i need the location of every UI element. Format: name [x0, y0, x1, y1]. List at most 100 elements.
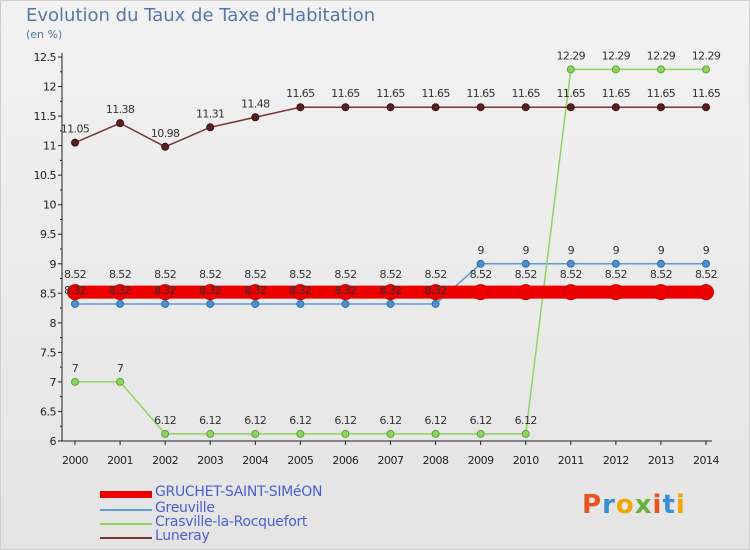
y-tick-label: 10	[43, 199, 56, 212]
series-line-crasville	[74, 68, 707, 435]
data-point-luneray	[251, 113, 260, 122]
data-point-gruchet	[337, 284, 354, 301]
data-point-luneray	[206, 123, 215, 132]
y-tick-label: 9	[50, 258, 57, 271]
y-tick-label: 12	[43, 81, 56, 94]
data-label-greuville: 9	[568, 244, 575, 257]
data-label-luneray: 11.65	[647, 87, 676, 100]
legend-swatch-crasville	[100, 523, 152, 525]
data-label-greuville: 8.32	[334, 284, 356, 297]
data-label-gruchet: 8.52	[334, 268, 356, 281]
data-label-crasville: 7	[72, 362, 79, 375]
data-point-greuville	[341, 299, 350, 308]
data-label-gruchet: 8.52	[199, 268, 221, 281]
data-point-crasville	[611, 65, 620, 74]
data-point-gruchet	[247, 284, 264, 301]
data-label-greuville: 8.32	[425, 284, 447, 297]
data-label-gruchet: 8.52	[244, 268, 266, 281]
data-point-greuville	[431, 299, 440, 308]
data-point-gruchet	[157, 284, 174, 301]
data-label-greuville: 8.32	[154, 284, 176, 297]
data-point-gruchet	[292, 284, 309, 301]
data-point-gruchet	[607, 284, 624, 301]
data-point-gruchet	[472, 284, 489, 301]
logo-letter: x	[634, 490, 653, 520]
y-tick-label: 7	[50, 376, 57, 389]
data-label-crasville: 6.12	[470, 414, 492, 427]
data-label-gruchet: 8.52	[650, 268, 672, 281]
data-point-luneray	[431, 103, 440, 112]
legend-item-crasville: Crasville-la-Rocquefort	[100, 514, 360, 531]
data-label-luneray: 11.65	[692, 87, 721, 100]
data-point-gruchet	[112, 284, 129, 301]
data-label-greuville: 9	[523, 244, 530, 257]
data-point-greuville	[296, 299, 305, 308]
data-label-gruchet: 8.52	[64, 268, 86, 281]
data-point-gruchet	[517, 284, 534, 301]
data-point-luneray	[71, 138, 79, 147]
data-label-luneray: 11.65	[466, 87, 495, 100]
data-point-gruchet	[202, 284, 219, 301]
data-label-gruchet: 8.52	[379, 268, 401, 281]
legend-swatch-greuville	[100, 509, 152, 511]
data-point-greuville	[206, 299, 215, 308]
logo-letter: P	[582, 490, 603, 520]
legend-item-luneray: Luneray	[100, 528, 360, 545]
data-point-greuville	[702, 259, 710, 268]
logo-letter: o	[615, 490, 635, 520]
data-point-gruchet	[67, 284, 83, 301]
logo-letter: t	[662, 490, 676, 520]
data-point-greuville	[476, 259, 485, 268]
data-label-gruchet: 8.52	[470, 268, 492, 281]
data-point-gruchet	[427, 284, 444, 301]
data-point-greuville	[566, 259, 575, 268]
data-label-luneray: 11.65	[376, 87, 405, 100]
data-point-luneray	[521, 103, 530, 112]
data-point-gruchet	[562, 284, 579, 301]
legend-swatch-luneray	[100, 537, 152, 539]
data-label-luneray: 11.48	[241, 97, 270, 110]
data-point-greuville	[386, 299, 395, 308]
data-label-greuville: 8.32	[289, 284, 311, 297]
data-label-greuville: 8.32	[199, 284, 221, 297]
data-label-gruchet: 8.52	[154, 268, 176, 281]
data-label-crasville: 6.12	[199, 414, 221, 427]
data-point-crasville	[566, 65, 575, 74]
data-label-luneray: 11.05	[61, 123, 90, 136]
data-point-crasville	[71, 377, 79, 386]
data-label-luneray: 11.31	[196, 107, 225, 120]
data-label-gruchet: 8.52	[425, 268, 447, 281]
y-tick-label: 7.5	[40, 346, 56, 359]
data-label-greuville: 8.32	[244, 284, 266, 297]
data-point-luneray	[386, 103, 395, 112]
y-tick-label: 11.5	[34, 110, 57, 123]
data-label-crasville: 6.12	[154, 414, 176, 427]
data-label-crasville: 6.12	[515, 414, 537, 427]
data-point-crasville	[431, 429, 440, 438]
data-label-greuville: 8.32	[379, 284, 401, 297]
x-tick-label: 2003	[197, 454, 223, 467]
x-tick-label: 2007	[378, 454, 404, 467]
data-label-crasville: 12.29	[692, 49, 721, 62]
data-label-luneray: 11.65	[286, 87, 315, 100]
data-label-luneray: 10.98	[151, 127, 180, 140]
data-point-crasville	[386, 429, 395, 438]
data-label-greuville: 9	[477, 244, 484, 257]
legend-item-greuville: Greuville	[100, 500, 360, 517]
x-tick-label: 2011	[558, 454, 584, 467]
data-point-crasville	[341, 429, 350, 438]
y-tick-label: 11	[43, 140, 56, 153]
logo-letter: i	[652, 490, 663, 520]
data-label-greuville: 8.32	[64, 284, 86, 297]
x-tick-label: 2005	[287, 454, 313, 467]
legend-label-gruchet: GRUCHET-SAINT-SIMéON	[155, 484, 323, 500]
x-tick-label: 2001	[107, 454, 133, 467]
data-label-crasville: 6.12	[379, 414, 401, 427]
y-tick-label: 6.5	[40, 405, 56, 418]
data-point-greuville	[161, 299, 170, 308]
data-point-crasville	[296, 429, 305, 438]
data-label-luneray: 11.65	[557, 87, 586, 100]
x-tick-label: 2006	[332, 454, 358, 467]
